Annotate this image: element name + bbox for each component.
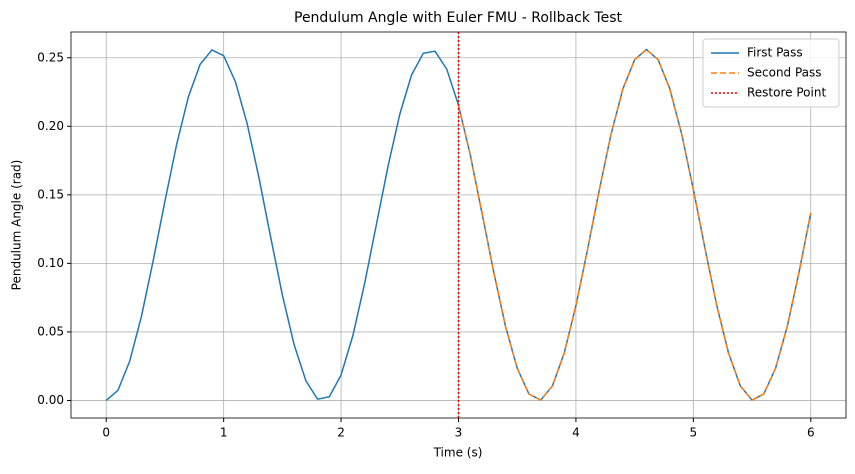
x-tick-label: 1: [220, 426, 228, 440]
x-axis-label: Time (s): [433, 446, 483, 460]
x-tick-label: 4: [572, 426, 580, 440]
y-tick-label: 0.15: [37, 187, 64, 201]
plot-frame: [70, 31, 847, 419]
legend-label: First Pass: [747, 46, 803, 60]
chart-title: Pendulum Angle with Euler FMU - Rollback…: [294, 10, 622, 26]
y-tick-label: 0.00: [37, 393, 64, 407]
legend-box: [702, 38, 840, 108]
x-tick-label: 3: [455, 426, 463, 440]
y-axis-label: Pendulum Angle (rad): [10, 160, 24, 291]
y-tick-label: 0.20: [37, 119, 64, 133]
x-tick-label: 5: [690, 426, 698, 440]
y-tick-label: 0.25: [37, 50, 64, 64]
x-tick-label: 2: [337, 426, 345, 440]
legend-label: Restore Point: [747, 86, 826, 100]
legend: First Pass Second Pass Restore Point: [702, 38, 840, 108]
y-tick-label: 0.10: [37, 256, 64, 270]
line-series: [457, 48, 812, 401]
x-tick-label: 0: [102, 426, 110, 440]
legend-label: Second Pass: [747, 66, 822, 80]
x-tick-label: 6: [807, 426, 815, 440]
y-tick-label: 0.05: [37, 324, 64, 338]
